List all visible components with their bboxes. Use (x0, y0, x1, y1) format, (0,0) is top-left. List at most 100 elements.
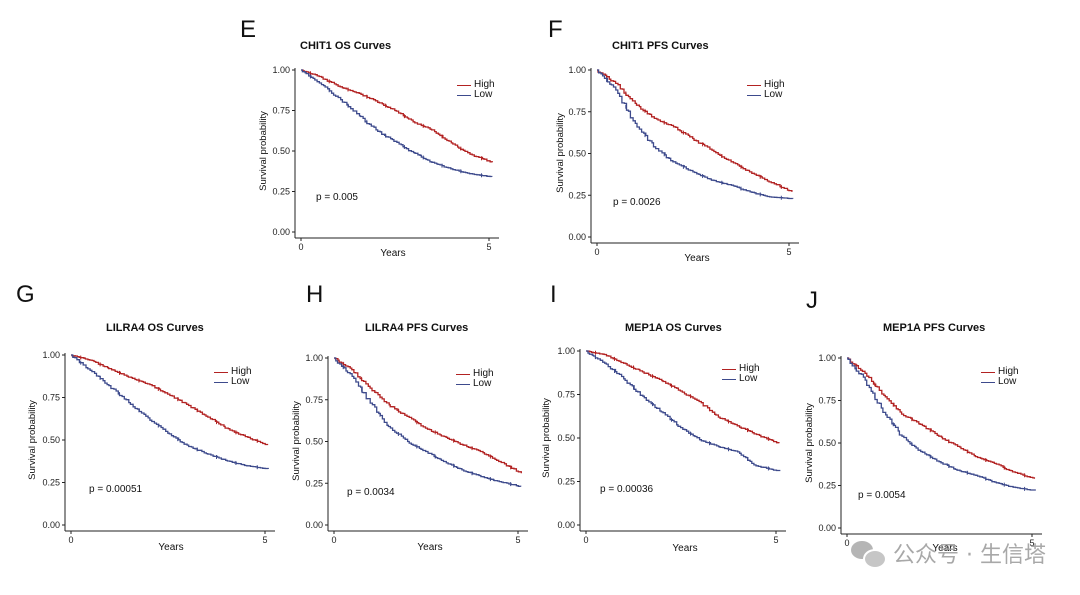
x-tick-label-i-1: 5 (773, 535, 778, 545)
y-axis-label-h: Survival probability (291, 401, 302, 481)
legend-swatch-high (722, 368, 736, 370)
y-tick-label-g-0: 0.00 (42, 520, 60, 530)
y-tick-label-i-4: 1.00 (557, 346, 575, 356)
panel-letter-h: H (306, 281, 324, 308)
panel-letter-j: J (806, 287, 818, 314)
panel-letter-f: F (548, 16, 563, 43)
y-axis-label-g: Survival probability (27, 400, 38, 480)
p-value-i: p = 0.00036 (600, 484, 654, 495)
y-tick-label-j-2: 0.50 (818, 438, 836, 448)
y-tick-label-h-0: 0.00 (305, 520, 323, 530)
p-value-j: p = 0.0054 (858, 490, 906, 501)
legend-label-low: Low (739, 373, 758, 384)
y-tick-label-e-2: 0.50 (272, 146, 290, 156)
legend-swatch-low (457, 94, 471, 96)
x-tick-label-i-0: 0 (583, 535, 588, 545)
y-tick-label-g-2: 0.50 (42, 435, 60, 445)
chart-title-i: MEP1A OS Curves (625, 322, 722, 334)
y-tick-label-j-4: 1.00 (818, 353, 836, 363)
y-tick-label-f-3: 0.75 (568, 107, 586, 117)
panel-letter-g: G (16, 281, 35, 308)
chart-title-h: LILRA4 PFS Curves (365, 322, 469, 334)
legend-item-low: Low (214, 377, 252, 387)
legend-label-low: Low (473, 378, 492, 389)
y-tick-label-e-0: 0.00 (272, 227, 290, 237)
legend-label-low: Low (474, 89, 493, 100)
y-axis-label-j: Survival probability (804, 403, 815, 483)
legend-swatch-high (981, 371, 995, 373)
y-tick-label-f-0: 0.00 (568, 232, 586, 242)
legend-swatch-low (456, 383, 470, 385)
legend-swatch-low (981, 381, 995, 383)
y-tick-label-g-3: 0.75 (42, 393, 60, 403)
legend-swatch-high (456, 373, 470, 375)
legend-j: High Low (981, 367, 1019, 387)
legend-swatch-low (214, 381, 228, 383)
panel-letter-i: I (550, 281, 557, 308)
watermark: 公众号 · 生信塔 (851, 537, 1046, 569)
y-tick-label-h-4: 1.00 (305, 353, 323, 363)
legend-g: High Low (214, 367, 252, 387)
panel-letter-e: E (240, 16, 257, 43)
chart-title-e: CHIT1 OS Curves (300, 40, 392, 52)
y-tick-label-i-2: 0.50 (557, 433, 575, 443)
chart-title-f: CHIT1 PFS Curves (612, 40, 709, 52)
y-tick-label-f-2: 0.50 (568, 149, 586, 159)
legend-label-low: Low (998, 376, 1017, 387)
x-axis-label-e: Years (380, 248, 405, 259)
wechat-icon (851, 539, 888, 569)
p-value-f: p = 0.0026 (613, 197, 661, 208)
x-tick-label-g-0: 0 (68, 535, 73, 545)
legend-swatch-high (457, 84, 471, 86)
x-tick-label-h-0: 0 (331, 535, 336, 545)
legend-i: High Low (722, 364, 760, 384)
y-tick-label-j-1: 0.25 (818, 481, 836, 491)
p-value-h: p = 0.0034 (347, 487, 395, 498)
legend-f: High Low (747, 80, 785, 100)
watermark-text: 公众号 · 生信塔 (893, 543, 1046, 568)
legend-item-low: Low (981, 377, 1019, 387)
y-axis-label-e: Survival probability (258, 111, 269, 191)
y-tick-label-g-4: 1.00 (42, 350, 60, 360)
y-tick-label-f-4: 1.00 (568, 65, 586, 75)
x-tick-label-e-0: 0 (298, 242, 303, 252)
y-tick-label-j-3: 0.75 (818, 396, 836, 406)
y-axis-label-f: Survival probability (555, 113, 566, 193)
x-tick-label-j-0: 0 (844, 538, 849, 548)
p-value-e: p = 0.005 (316, 192, 358, 203)
x-tick-label-f-0: 0 (594, 247, 599, 257)
p-value-g: p = 0.00051 (89, 484, 143, 495)
y-tick-label-e-3: 0.75 (272, 106, 290, 116)
legend-h: High Low (456, 369, 494, 389)
chart-title-j: MEP1A PFS Curves (883, 322, 986, 334)
y-axis-label-i: Survival probability (541, 398, 552, 478)
chart-title-g: LILRA4 OS Curves (106, 322, 204, 334)
x-tick-label-g-1: 5 (262, 535, 267, 545)
y-tick-label-i-1: 0.25 (557, 477, 575, 487)
legend-swatch-low (722, 378, 736, 380)
y-tick-label-e-4: 1.00 (272, 65, 290, 75)
y-tick-label-h-3: 0.75 (305, 395, 323, 405)
legend-label-low: Low (231, 376, 250, 387)
x-tick-label-h-1: 5 (515, 535, 520, 545)
legend-item-low: Low (722, 374, 760, 384)
y-tick-label-e-1: 0.25 (272, 187, 290, 197)
legend-label-low: Low (764, 89, 783, 100)
legend-swatch-low (747, 94, 761, 96)
x-axis-label-h: Years (417, 542, 442, 553)
x-axis-label-i: Years (672, 543, 697, 554)
legend-item-low: Low (457, 90, 495, 100)
y-tick-label-i-3: 0.75 (557, 390, 575, 400)
x-axis-label-f: Years (684, 253, 709, 264)
y-tick-label-g-1: 0.25 (42, 478, 60, 488)
x-axis-label-g: Years (158, 542, 183, 553)
legend-e: High Low (457, 80, 495, 100)
y-tick-label-h-1: 0.25 (305, 478, 323, 488)
y-tick-label-f-1: 0.25 (568, 190, 586, 200)
